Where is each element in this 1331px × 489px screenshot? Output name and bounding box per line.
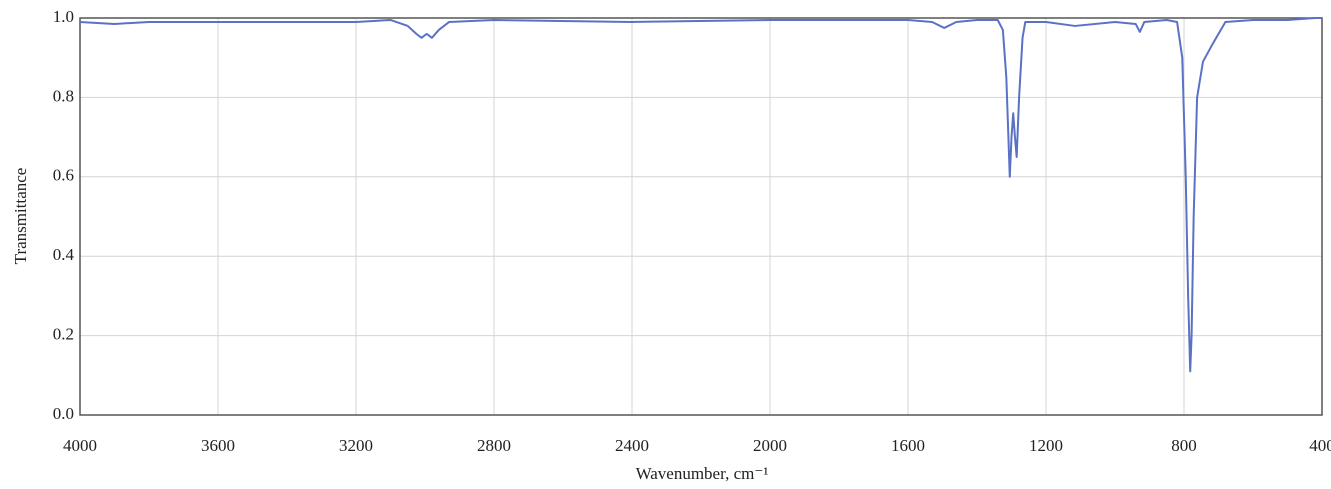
y-tick-label: 0.8 [53,86,74,105]
x-tick-label: 400 [1309,436,1331,455]
x-tick-label: 3200 [339,436,373,455]
x-tick-label: 2800 [477,436,511,455]
x-tick-label: 1200 [1029,436,1063,455]
plot-frame [79,17,1323,416]
x-axis-label: Wavenumber, cm⁻¹ [636,464,769,483]
x-tick-label: 2000 [753,436,787,455]
y-tick-label: 0.6 [53,166,74,185]
y-tick-label: 0.4 [53,245,75,264]
y-tick-label: 0.2 [53,325,74,344]
x-tick-label: 2400 [615,436,649,455]
y-tick-label: 1.0 [53,7,74,26]
x-tick-label: 4000 [63,436,97,455]
x-tick-label: 800 [1171,436,1197,455]
y-axis-label: Transmittance [11,168,30,265]
spectrum-line [79,17,1322,373]
x-tick-label: 3600 [201,436,235,455]
x-tick-label: 1600 [891,436,925,455]
y-tick-label: 0.0 [53,404,74,423]
